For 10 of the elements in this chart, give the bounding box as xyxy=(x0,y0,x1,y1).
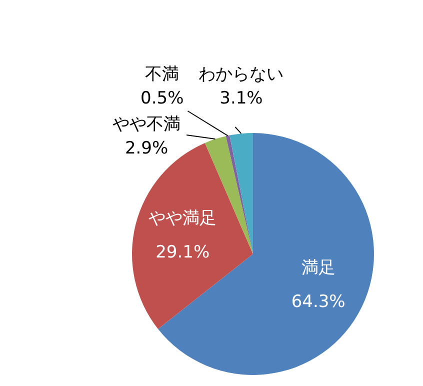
data-label: 3.1% xyxy=(220,88,263,108)
data-label: 29.1% xyxy=(156,242,210,263)
data-label: 0.5% xyxy=(140,88,184,108)
slice-label: 不満 xyxy=(145,64,180,84)
data-label: 64.3% xyxy=(291,292,346,312)
slice-label: やや満足 xyxy=(148,208,217,229)
slice-label: わからない xyxy=(198,64,284,84)
slice-label: やや不満 xyxy=(112,114,181,134)
data-label: 2.9% xyxy=(124,138,168,158)
slice-label: 満足 xyxy=(301,258,336,278)
